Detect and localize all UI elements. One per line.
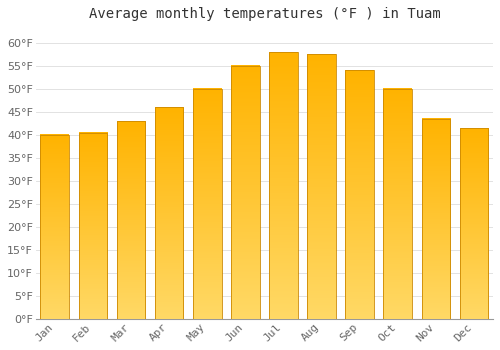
Bar [155,107,184,319]
Bar [231,66,260,319]
Bar [346,70,374,319]
Title: Average monthly temperatures (°F ) in Tuam: Average monthly temperatures (°F ) in Tu… [88,7,440,21]
Bar [78,133,107,319]
Bar [40,135,69,319]
Bar [193,89,222,319]
Bar [308,54,336,319]
Bar [384,89,412,319]
Bar [460,128,488,319]
Bar [116,121,146,319]
Bar [269,52,298,319]
Bar [422,119,450,319]
